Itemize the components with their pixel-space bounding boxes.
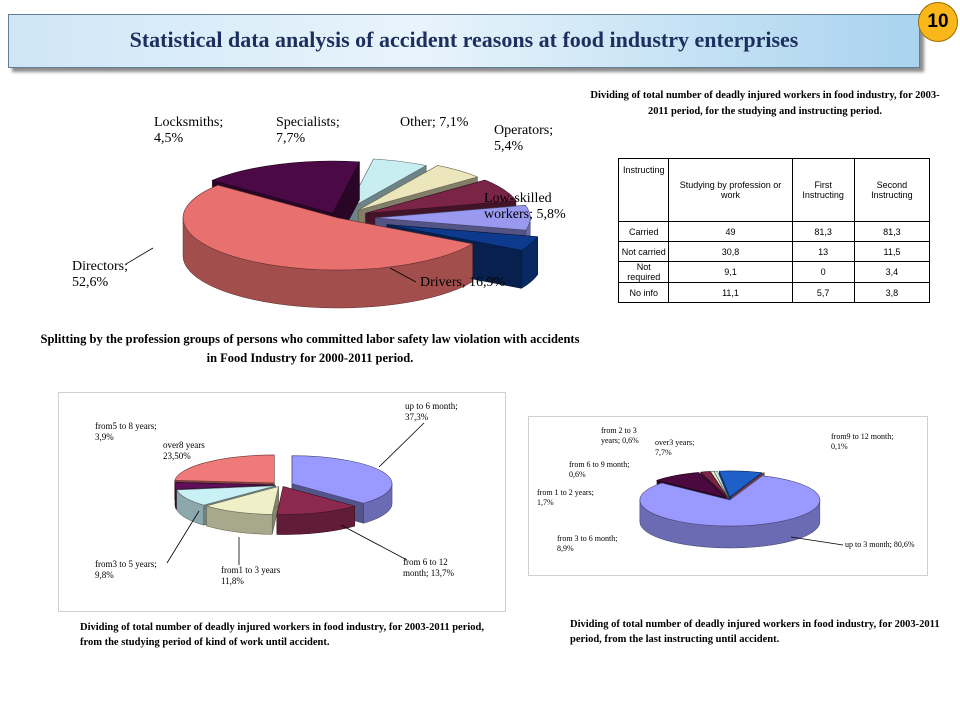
table-cell: 9,1 — [668, 261, 793, 283]
table-row: Not required 9,1 0 3,4 — [617, 261, 931, 283]
slice-label-directors: Directors; — [72, 259, 128, 274]
slice-label-other: Other; 7,1% — [400, 115, 469, 130]
slice-label-specialists: 7,7% — [276, 131, 306, 146]
slice-label-operators: 5,4% — [494, 139, 524, 154]
slice-label-from3-to-5-years: from3 to 5 years; — [95, 559, 157, 569]
pie-slice-directors — [182, 184, 474, 309]
slice-label-from-6-to-9-month: from 6 to 9 month; — [569, 460, 629, 469]
slice-label-from9-to-12-month: 0,1% — [831, 442, 848, 451]
studying-chart-caption: Dividing of total number of deadly injur… — [80, 622, 484, 648]
slice-label-over8-years: over8 years — [163, 440, 205, 450]
leader-line-from3-to-5-years — [166, 510, 200, 564]
table-cell: No info — [617, 282, 670, 303]
profession-chart-caption: Splitting by the profession groups of pe… — [40, 332, 580, 365]
slice-label-from1-to-3-years: from1 to 3 years — [221, 565, 281, 575]
table-header-cell: Second Instructing — [853, 158, 931, 222]
profession-pie-chart: Directors;52,6% Drivers, 16,9% Low-skilled… — [72, 115, 566, 309]
slice-label-up-to-6-month: 37,3% — [405, 412, 429, 422]
table-header-cell: Instructing — [617, 158, 670, 222]
table-cell: 81,3 — [791, 221, 855, 242]
pie-slice-from1-to-3-years — [205, 486, 279, 535]
table-cell: 5,7 — [791, 282, 855, 303]
table-row: No info 11,1 5,7 3,8 — [617, 282, 931, 303]
instructing-chart-caption: Dividing of total number of deadly injur… — [570, 619, 940, 645]
table-cell: 81,3 — [853, 221, 931, 242]
table-cell: 11,1 — [668, 282, 793, 303]
table-header-cell: First Instructing — [791, 158, 855, 222]
slide-number-badge: 10 — [918, 2, 958, 42]
slice-label-over3-years: 7,7% — [655, 448, 672, 457]
studying-pie-chart-box: up to 6 month; 37,3% from 6 to 12 month; 13… — [58, 392, 506, 612]
instructing-pie-chart: up to 3 month; 80,6% from 3 to 6 month;8,… — [537, 426, 915, 553]
table-row: Not carried 30,8 13 11,5 — [617, 241, 931, 262]
table-cell: Not required — [617, 261, 670, 283]
slide-title-bar: Statistical data analysis of accident re… — [8, 14, 920, 68]
slice-label-from5-to-8-years: 3,9% — [95, 432, 114, 442]
slice-label-from5-to-8-years: from5 to 8 years; — [95, 421, 157, 431]
slice-label-over3-years: over3 years; — [655, 438, 694, 447]
slice-label-up-to-6-month: up to 6 month; — [405, 401, 458, 411]
slice-label-up-to-3-month: up to 3 month; 80,6% — [845, 540, 915, 549]
leader-line-up-to-6-month — [378, 422, 425, 468]
table-cell: 49 — [668, 221, 793, 242]
leader-line-up-to-3-month — [790, 536, 844, 546]
table-cell: 0 — [791, 261, 855, 283]
slice-label-low-skilled-workers: Low-skilled — [484, 191, 552, 206]
slice-label-from-6-to-9-month: 0,6% — [569, 470, 586, 479]
slice-label-specialists: Specialists; — [276, 115, 340, 130]
pie-slice-up-to-3-month — [639, 475, 821, 549]
table-cell: 3,4 — [853, 261, 931, 283]
table-caption: Dividing of total number of deadly injur… — [590, 90, 940, 117]
table-row: Carried 49 81,3 81,3 — [617, 221, 931, 242]
slice-label-over8-years: 23,50% — [163, 451, 191, 461]
slice-label-from-2-to-3-years: years; 0,6% — [601, 436, 639, 445]
leader-line-from-6-to-12-month — [340, 524, 408, 561]
slice-label-from-6-to-12-month: from 6 to 12 — [403, 557, 448, 567]
slice-label-from-2-to-3-years: from 2 to 3 — [601, 426, 637, 435]
slice-label-directors: 52,6% — [72, 275, 109, 290]
table-cell: 11,5 — [853, 241, 931, 262]
slice-label-from9-to-12-month: from9 to 12 month; — [831, 432, 893, 441]
slide-title: Statistical data analysis of accident re… — [129, 27, 799, 52]
table-header-row: Instructing Studying by profession or wo… — [617, 158, 931, 222]
pie-slice-from-6-to-12-month — [276, 486, 356, 535]
table-header-cell: Studying by profession or work — [668, 158, 793, 222]
slice-label-from-1-to-2-years: from 1 to 2 years; — [537, 488, 594, 497]
table-cell: Not carried — [617, 241, 670, 262]
table-cell: Carried — [617, 221, 670, 242]
profession-pie-chart-box: Directors; 52,6% Drivers, 16,9% Low-skilled… — [58, 98, 578, 310]
instructing-pie-chart-box: up to 3 month; 80,6% from 3 to 6 month; 8,… — [528, 416, 928, 576]
leader-line-directors — [125, 247, 154, 265]
table-cell: 13 — [791, 241, 855, 262]
slice-label-locksmiths: Locksmiths; — [154, 115, 223, 130]
slice-label-drivers: Drivers, 16,9% — [420, 275, 505, 290]
slice-label-from1-to-3-years: 11,8% — [221, 576, 244, 586]
slice-label-from-6-to-12-month: month; 13,7% — [403, 568, 455, 578]
slice-label-from-3-to-6-month: 8,9% — [557, 544, 574, 553]
table-cell: 3,8 — [853, 282, 931, 303]
slice-label-locksmiths: 4,5% — [154, 131, 184, 146]
slice-label-from3-to-5-years: 9,8% — [95, 570, 114, 580]
instructing-table: Instructing Studying by profession or wo… — [617, 158, 931, 303]
slice-label-from-3-to-6-month: from 3 to 6 month; — [557, 534, 617, 543]
slice-label-low-skilled-workers: workers; 5,8% — [484, 207, 566, 222]
leader-line-drivers — [389, 267, 417, 283]
slice-label-from-1-to-2-years: 1,7% — [537, 498, 554, 507]
table-cell: 30,8 — [668, 241, 793, 262]
slice-label-operators: Operators; — [494, 123, 553, 138]
